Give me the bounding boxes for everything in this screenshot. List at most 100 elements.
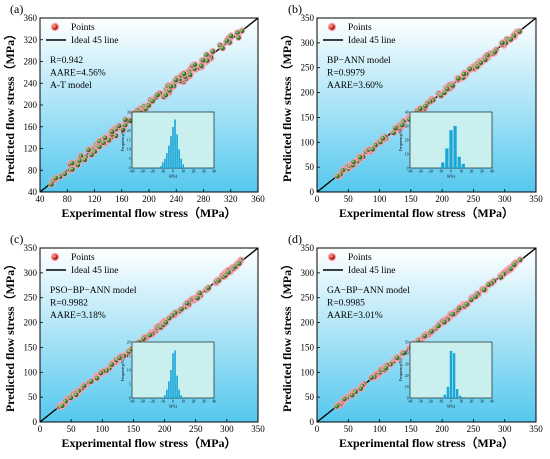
data-point (481, 287, 487, 293)
y-tick-label: 200 (24, 318, 38, 328)
hist-y-tick-label: 15 (127, 354, 131, 358)
y-tick-label: 100 (24, 367, 38, 377)
hist-x-tick-label: 30 (480, 170, 484, 174)
y-tick-label: 350 (301, 13, 315, 23)
x-tick-label: 50 (344, 194, 354, 204)
data-point (89, 152, 94, 158)
hist-x-tick-label: -10 (160, 170, 165, 174)
hist-x-tick-label: -30 (418, 400, 423, 404)
data-point (206, 285, 211, 291)
hist-y-tick-label: 30 (127, 110, 131, 114)
data-point (357, 154, 363, 160)
hist-y-label: Frequency(%) (398, 358, 403, 382)
data-point (467, 66, 472, 72)
y-axis-label: Predicted flow stress（MPa） (279, 28, 294, 182)
histogram-bar (445, 148, 449, 168)
hist-x-tick-label: 20 (470, 170, 474, 174)
histogram-bar (174, 119, 176, 168)
legend-points-label: Points (71, 253, 95, 263)
legend-point-marker (52, 254, 58, 260)
hist-x-tick-label: 30 (202, 400, 206, 404)
y-tick-label: 200 (301, 318, 315, 328)
histogram-bar (168, 145, 170, 168)
x-tick-label: 100 (373, 194, 387, 204)
data-point (173, 77, 179, 83)
x-tick-label: 200 (435, 424, 449, 434)
data-point (197, 290, 203, 296)
data-point (456, 305, 462, 311)
histogram-bar (461, 163, 465, 168)
data-point (198, 63, 204, 69)
y-axis-label: Predicted flow stress（MPa） (2, 28, 17, 182)
data-point (422, 333, 428, 339)
y-axis-label: Predicted flow stress（MPa） (2, 258, 17, 412)
y-tick-label: 150 (24, 342, 38, 352)
histogram-bar (449, 130, 453, 168)
stat-text: AARE=4.56% (50, 69, 106, 79)
histogram-bar (180, 395, 183, 398)
x-tick-label: 350 (529, 194, 543, 204)
data-point (53, 175, 59, 181)
data-point (168, 84, 174, 89)
hist-x-tick-label: 20 (192, 170, 196, 174)
data-point (147, 332, 153, 338)
x-tick-label: 250 (467, 194, 481, 204)
data-point (508, 266, 513, 272)
y-tick-label: 200 (24, 100, 38, 110)
data-point (86, 147, 91, 153)
data-point (166, 315, 172, 321)
data-point (423, 103, 428, 109)
histogram-bar (172, 353, 174, 398)
x-tick-label: 0 (315, 194, 320, 204)
stat-text: R=0.9979 (327, 69, 365, 79)
data-point (109, 129, 115, 135)
data-point (187, 72, 193, 78)
data-point (116, 355, 122, 361)
y-tick-label: 0 (310, 417, 315, 427)
hist-x-tick-label: -10 (438, 400, 443, 404)
hist-y-tick-label: 20 (127, 129, 131, 133)
y-tick-label: 50 (305, 392, 315, 402)
hist-x-tick-label: 20 (470, 400, 474, 404)
x-tick-label: 200 (435, 194, 449, 204)
x-tick-label: 50 (67, 424, 77, 434)
data-point (216, 278, 222, 283)
stat-text: R=0.9982 (50, 299, 88, 309)
hist-x-tick-label: 40 (490, 400, 494, 404)
x-tick-label: 40 (36, 194, 46, 204)
histogram-bar (182, 164, 185, 168)
inset-histogram: -40 -30 -20 -10 0 10 20 30 40 0 10 20 30 40 δ(%) Freque… (398, 110, 494, 178)
data-point (468, 297, 474, 303)
data-point (464, 302, 470, 307)
data-point (128, 118, 133, 124)
hist-y-tick-label: 5 (129, 157, 131, 161)
data-point (150, 98, 155, 104)
y-tick-label: 50 (28, 392, 38, 402)
y-tick-label: 80 (28, 165, 38, 175)
data-point (210, 49, 216, 54)
data-point (393, 125, 398, 131)
histogram-bar (174, 350, 176, 398)
x-tick-label: 150 (127, 424, 141, 434)
hist-x-label: δ(%) (169, 404, 178, 409)
data-point (146, 103, 151, 108)
data-point (334, 403, 340, 409)
data-point (399, 122, 405, 128)
data-point (228, 33, 234, 39)
data-point (77, 158, 82, 163)
y-tick-label: 350 (301, 243, 315, 253)
data-point (62, 171, 68, 177)
hist-x-tick-label: 40 (490, 170, 494, 174)
hist-y-tick-label: 10 (127, 368, 131, 372)
data-point (401, 350, 406, 356)
data-point (97, 144, 102, 150)
data-point (155, 92, 160, 98)
legend-point-marker (329, 254, 335, 260)
data-point (444, 86, 450, 92)
histogram-bar (446, 386, 450, 398)
x-axis-label: Experimental flow stress（MPa） (61, 205, 236, 220)
legend-line-label: Ideal 45 line (348, 36, 395, 46)
hist-x-tick-label: 30 (202, 170, 206, 174)
y-tick-label: 250 (301, 63, 315, 73)
data-point (380, 135, 386, 141)
